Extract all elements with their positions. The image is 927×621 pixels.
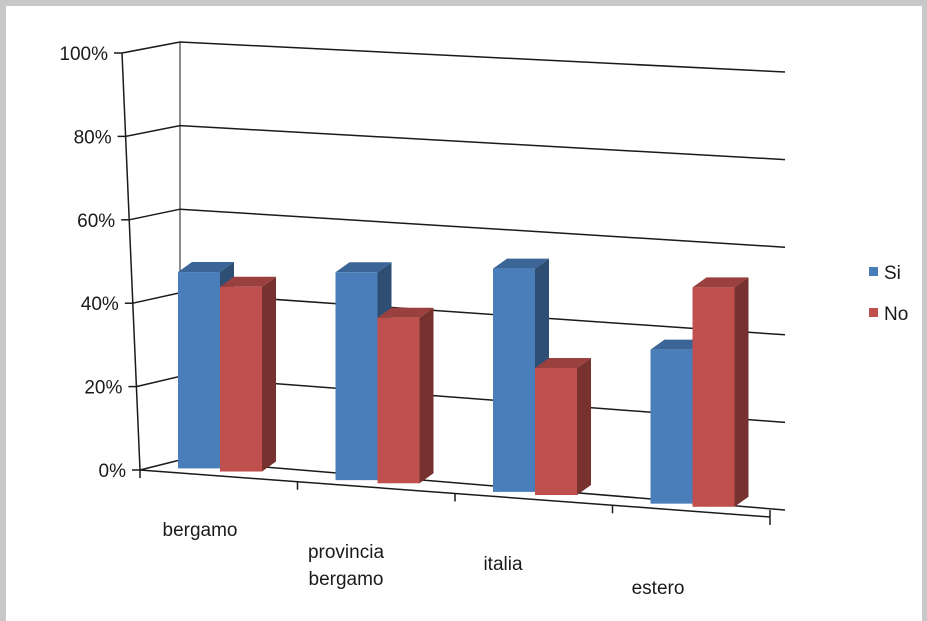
y-tick-label: 100%	[59, 44, 108, 65]
bar-front	[220, 286, 262, 472]
legend-swatch	[869, 267, 878, 276]
category-label: provincia	[308, 542, 384, 563]
y-tick-label: 0%	[99, 461, 127, 482]
legend-label: No	[884, 304, 908, 325]
category-label: bergamo	[163, 520, 238, 541]
category-label: bergamo	[309, 569, 384, 590]
bar-top	[220, 276, 276, 287]
gridline	[125, 124, 786, 161]
legend-swatch	[869, 308, 878, 317]
gridline	[129, 208, 786, 248]
y-tick-label: 40%	[81, 294, 119, 315]
bar-side	[262, 276, 276, 472]
bar-no	[535, 357, 591, 496]
bar-side	[734, 277, 749, 507]
bar-no	[377, 307, 434, 484]
bar-no	[692, 277, 749, 507]
bar-top	[178, 262, 234, 273]
y-axis-ticks: 0% 20% 40% 60% 80% 100%	[59, 44, 140, 482]
legend: Si No	[869, 263, 908, 325]
bar-front	[493, 268, 535, 492]
bar-top	[692, 277, 749, 288]
y-axis-line	[121, 52, 141, 471]
category-label: estero	[632, 578, 685, 599]
bar-top	[493, 258, 549, 269]
x-axis-labels: bergamo provincia bergamo italia estero	[163, 520, 685, 599]
y-tick-label: 60%	[77, 211, 115, 232]
gridline	[121, 41, 786, 73]
bar-front	[535, 367, 577, 496]
bar-front	[178, 272, 220, 469]
y-tick-label: 20%	[84, 378, 122, 399]
bars	[178, 258, 749, 507]
bar-front	[377, 317, 420, 484]
bar-front	[335, 272, 378, 481]
bar-side	[577, 357, 591, 496]
x-axis	[139, 469, 771, 525]
bar-top	[377, 307, 434, 318]
bar-front	[692, 287, 735, 507]
y-tick-label: 80%	[74, 127, 112, 148]
legend-label: Si	[884, 263, 901, 284]
bar-side	[419, 307, 434, 484]
category-label: italia	[483, 554, 523, 575]
bar-front	[650, 349, 693, 504]
bar-top	[535, 357, 591, 368]
bar-top	[335, 262, 392, 273]
bar-no	[220, 276, 276, 472]
